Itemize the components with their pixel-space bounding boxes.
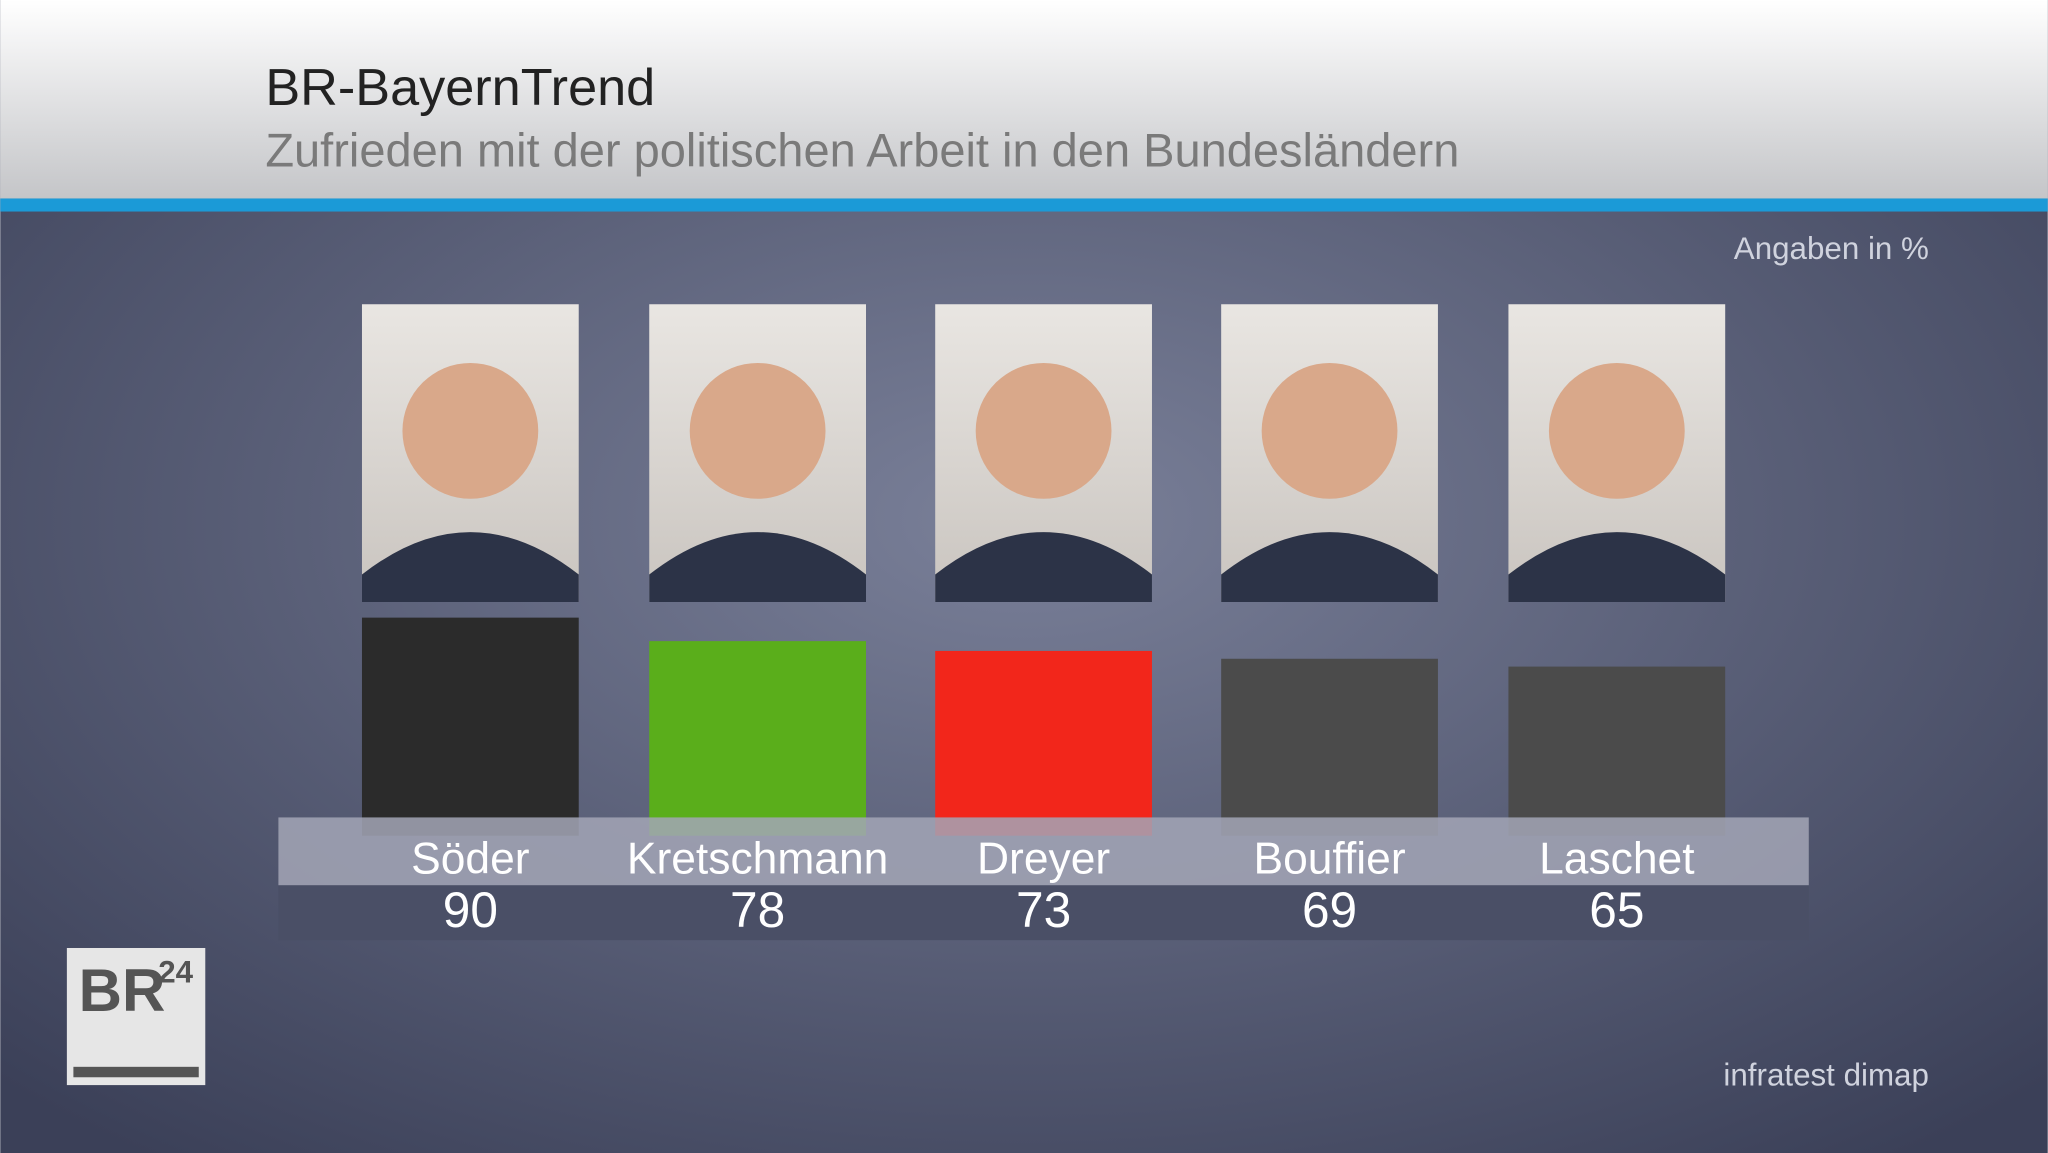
logo-box: [66, 947, 206, 1086]
portrait-body: [649, 532, 867, 602]
bar: [1221, 658, 1438, 836]
chart-title: BR-BayernTrend: [265, 59, 655, 117]
value-label: 90: [443, 882, 498, 938]
logo-bar: [73, 1066, 199, 1078]
value-label: 65: [1589, 882, 1644, 938]
category-label: Söder: [411, 835, 530, 884]
chart-subtitle: Zufrieden mit der politischen Arbeit in …: [265, 124, 1459, 177]
category-label: Laschet: [1539, 835, 1694, 884]
category-label: Bouffier: [1253, 835, 1405, 884]
portrait-body: [935, 532, 1152, 602]
source: infratest dimap: [1723, 1058, 1928, 1093]
logo-sup: 24: [158, 954, 193, 989]
unit-note: Angaben in %: [1734, 231, 1929, 266]
bar: [361, 617, 579, 836]
value-label: 69: [1302, 882, 1357, 938]
portrait-head: [1548, 363, 1685, 499]
category-label: Kretschmann: [627, 835, 888, 884]
portrait-body: [1508, 532, 1726, 602]
logo-text: BR: [79, 957, 166, 1024]
value-label: 73: [1016, 882, 1071, 938]
header-stripe: [0, 198, 2048, 212]
portrait-head: [975, 363, 1112, 499]
portrait-body: [361, 532, 579, 602]
portrait-head: [1261, 363, 1398, 499]
value-band: [278, 885, 1809, 941]
bar: [649, 641, 867, 836]
bars: [361, 304, 1726, 836]
portrait-head: [402, 363, 539, 499]
bar: [935, 650, 1152, 836]
bar: [1508, 666, 1726, 836]
portrait-head: [689, 363, 826, 499]
portrait-body: [1221, 532, 1438, 602]
category-label: Dreyer: [977, 835, 1110, 884]
name-band: [278, 817, 1809, 886]
header: [0, 0, 2048, 199]
value-label: 78: [730, 882, 785, 938]
